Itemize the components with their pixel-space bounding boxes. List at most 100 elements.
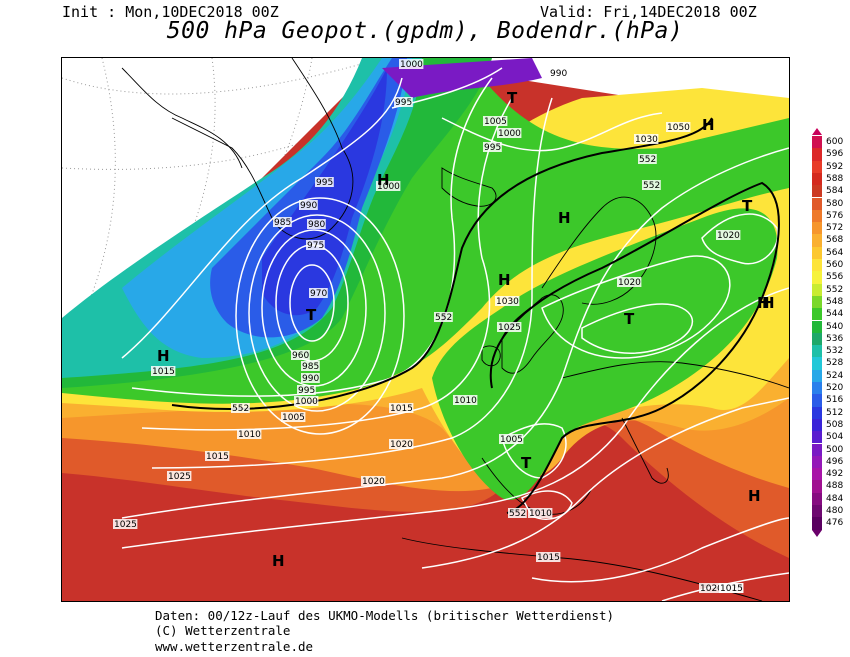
legend-label: 564 bbox=[826, 247, 844, 258]
legend-swatch bbox=[812, 320, 822, 333]
legend-label: 488 bbox=[826, 481, 844, 492]
high-pressure-label: H bbox=[702, 116, 715, 134]
field-central-trough bbox=[432, 208, 778, 500]
legend-arrow-up-icon bbox=[812, 128, 822, 135]
legend-label: 512 bbox=[826, 407, 844, 418]
legend-label: 588 bbox=[826, 173, 844, 184]
isobar-label-bg bbox=[389, 439, 414, 449]
legend-swatch bbox=[812, 357, 822, 370]
legend-label: 520 bbox=[826, 383, 844, 393]
isobar-label-bg bbox=[389, 403, 414, 413]
isobar-label-bg bbox=[483, 142, 502, 152]
isobar-label-bg bbox=[642, 180, 661, 190]
isobar-label-bg bbox=[231, 403, 250, 413]
legend-swatch bbox=[812, 443, 822, 456]
isobar-label-bg bbox=[699, 583, 724, 593]
isobar-label-bg bbox=[301, 361, 320, 371]
isobar-label-bg bbox=[495, 296, 520, 306]
isobar-label: 552 bbox=[509, 509, 526, 519]
legend-swatch bbox=[812, 517, 822, 530]
isobar-label-bg bbox=[638, 154, 657, 164]
isobar-label: 985 bbox=[274, 218, 291, 228]
isobar-label: 970 bbox=[310, 289, 327, 299]
isobar-label: 1005 bbox=[484, 117, 507, 127]
isobar-label: 995 bbox=[395, 98, 412, 108]
high-pressure-label: H bbox=[272, 552, 285, 570]
legend-label: 548 bbox=[826, 296, 844, 307]
legend-label: 484 bbox=[826, 493, 844, 504]
contour-552-west bbox=[171, 117, 713, 410]
isobar-label: 1025 bbox=[114, 520, 137, 530]
legend-label: 496 bbox=[826, 456, 844, 467]
legend-swatch bbox=[812, 308, 822, 321]
isobars bbox=[121, 67, 789, 601]
legend-swatch bbox=[812, 295, 822, 309]
contour-552-trough bbox=[489, 181, 780, 514]
isobar-label-bg bbox=[617, 277, 642, 287]
init-time-label: Init : Mon,10DEC2018 00Z bbox=[62, 3, 279, 21]
legend-label: 596 bbox=[826, 149, 844, 160]
valid-time-label: Valid: Fri,14DEC2018 00Z bbox=[540, 3, 757, 21]
isobar-label-bg bbox=[205, 451, 230, 461]
isobar-label-bg bbox=[497, 322, 522, 332]
isobar-label-bg bbox=[306, 240, 325, 250]
legend-label: 576 bbox=[826, 210, 844, 221]
legend-swatch bbox=[812, 222, 822, 235]
isobar-label-bg bbox=[376, 181, 401, 191]
isobar-label: 1010 bbox=[454, 396, 477, 406]
high-pressure-label: H bbox=[498, 271, 511, 289]
isobar-label: 1000 bbox=[295, 397, 318, 407]
isobar-label-bg bbox=[297, 385, 316, 395]
isobar-label: 1005 bbox=[500, 435, 523, 445]
legend-swatch bbox=[812, 468, 822, 481]
isobar-label: 1015 bbox=[537, 553, 560, 563]
isobar-label-bg bbox=[281, 412, 306, 422]
isobar-label: 1015 bbox=[206, 452, 229, 462]
isobar-label: 1015 bbox=[390, 404, 413, 414]
isobar-label-bg bbox=[453, 395, 478, 405]
legend-swatch bbox=[812, 172, 822, 186]
isobar-label: 985 bbox=[302, 362, 319, 372]
isobar-label-bg bbox=[113, 519, 138, 529]
legend-label: 568 bbox=[826, 235, 844, 246]
isobar-label-bg bbox=[666, 122, 691, 132]
isobar-label-bg bbox=[294, 396, 319, 406]
isobar-label: 975 bbox=[307, 241, 324, 251]
legend-label: 500 bbox=[826, 444, 844, 455]
legend-swatch bbox=[812, 136, 822, 149]
legend-swatch bbox=[812, 148, 822, 161]
isobar-label-bg bbox=[273, 217, 292, 227]
low-pressure-label: T bbox=[306, 306, 317, 324]
isobar-label: 995 bbox=[484, 143, 501, 153]
isobar-label-bg bbox=[167, 471, 192, 481]
legend-label: 476 bbox=[826, 518, 844, 529]
legend-label: 544 bbox=[826, 309, 844, 320]
isobar-label-bg bbox=[508, 508, 527, 518]
legend-swatch bbox=[812, 431, 822, 444]
isobar-label: 1015 bbox=[152, 367, 175, 377]
map-title: 500 hPa Geopot.(gpdm), Bodendr.(hPa) bbox=[166, 18, 684, 44]
legend-label: 508 bbox=[826, 419, 844, 430]
legend-label: 584 bbox=[826, 186, 844, 197]
isobar-label: 1020 bbox=[618, 278, 641, 288]
isobar-label-bg bbox=[499, 434, 524, 444]
legend-label: 516 bbox=[826, 395, 844, 406]
isobar-label-bg bbox=[361, 476, 386, 486]
isobar-label-bg bbox=[315, 177, 334, 187]
legend-label: 480 bbox=[826, 506, 844, 516]
isobar-label: 990 bbox=[550, 69, 567, 79]
ireland-coast bbox=[481, 345, 501, 367]
isobar-label-bg bbox=[291, 350, 310, 360]
low-pressure-label: T bbox=[624, 310, 635, 328]
legend-swatch bbox=[812, 160, 822, 173]
legend-swatch bbox=[812, 259, 822, 272]
legend-swatch bbox=[812, 271, 822, 284]
isobar-label-bg bbox=[719, 583, 744, 593]
isobar-label: 1030 bbox=[496, 297, 519, 307]
legend-swatch bbox=[812, 209, 822, 223]
isobar-label-bg bbox=[497, 128, 522, 138]
greenland-coast bbox=[171, 58, 354, 240]
isobar-label-bg bbox=[237, 429, 262, 439]
low-pressure-label: T bbox=[507, 89, 518, 107]
